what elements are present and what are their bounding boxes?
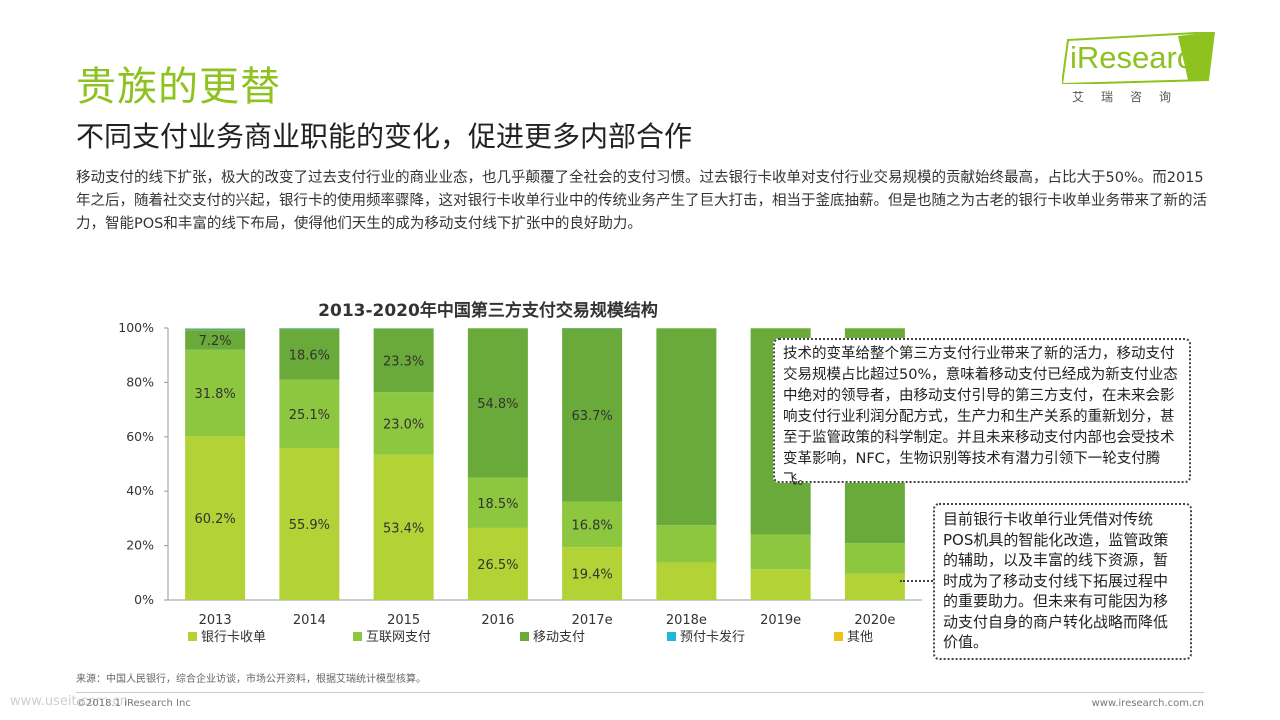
legend-label: 银行卡收单 bbox=[201, 630, 266, 645]
page-subtitle: 不同支付业务商业职能的变化，促进更多内部合作 bbox=[76, 120, 693, 153]
bar-segment bbox=[373, 392, 434, 455]
legend-label: 预付卡发行 bbox=[680, 629, 745, 645]
bar-segment bbox=[562, 328, 623, 502]
legend-swatch bbox=[667, 632, 676, 641]
bar-segment bbox=[373, 454, 434, 600]
bar-segment bbox=[467, 477, 528, 528]
bar-segment bbox=[656, 525, 717, 563]
bar-segment bbox=[185, 328, 246, 329]
bar-segment bbox=[844, 573, 905, 600]
bar-segment bbox=[373, 328, 434, 393]
logo-subtext: 艾瑞咨询 bbox=[1072, 90, 1189, 104]
legend-swatch bbox=[834, 632, 843, 641]
x-tick-label: 2017e bbox=[572, 613, 613, 628]
bar-segment bbox=[750, 534, 811, 570]
callout-bank-card: 目前银行卡收单行业凭借对传统POS机具的智能化改造，监管政策的辅助，以及丰富的线… bbox=[933, 503, 1192, 660]
x-tick-label: 2015 bbox=[387, 613, 420, 628]
bar-segment bbox=[562, 501, 623, 548]
x-tick-label: 2016 bbox=[481, 613, 514, 628]
callout-mobile-payment: 技术的变革给整个第三方支付行业带来了新的活力，移动支付交易规模占比超过50%，意… bbox=[773, 338, 1191, 488]
bar-data-label: 53.4% bbox=[383, 521, 424, 536]
y-tick-label: 80% bbox=[126, 374, 154, 389]
logo-text: iResearch bbox=[1070, 40, 1210, 75]
bar-data-label: 23.0% bbox=[383, 417, 424, 432]
bar-data-label: 18.6% bbox=[289, 348, 330, 363]
iresearch-logo: iResearch 艾瑞咨询 bbox=[1062, 32, 1218, 106]
bar-segment bbox=[562, 547, 623, 600]
chart-title: 2013-2020年中国第三方支付交易规模结构 bbox=[318, 301, 658, 321]
page-title: 贵族的更替 bbox=[76, 64, 281, 110]
x-tick-label: 2018e bbox=[666, 613, 707, 628]
legend-swatch bbox=[353, 632, 362, 641]
bar-segment bbox=[279, 379, 340, 448]
y-tick-label: 20% bbox=[126, 538, 154, 553]
x-tick-label: 2013 bbox=[199, 613, 232, 628]
logo-badge-icon bbox=[1062, 32, 1216, 84]
bar-data-label: 31.8% bbox=[194, 387, 235, 402]
bar-segment bbox=[656, 562, 717, 600]
legend-label: 其他 bbox=[847, 630, 873, 645]
bar-data-label: 23.3% bbox=[383, 355, 424, 370]
legend-swatch bbox=[188, 632, 197, 641]
bar-data-label: 54.8% bbox=[477, 397, 518, 412]
bar-data-label: 7.2% bbox=[199, 334, 232, 349]
bar-segment bbox=[467, 527, 528, 600]
bar-segment bbox=[279, 328, 340, 330]
bar-segment bbox=[279, 329, 340, 380]
legend-label: 移动支付 bbox=[533, 630, 585, 645]
y-tick-label: 0% bbox=[134, 592, 154, 607]
bar-segment bbox=[373, 328, 434, 329]
x-tick-label: 2019e bbox=[760, 613, 801, 628]
bar-data-label: 19.4% bbox=[571, 568, 612, 583]
bar-segment bbox=[185, 349, 246, 437]
y-tick-label: 40% bbox=[126, 483, 154, 498]
copyright: ©2018.1 iResearch Inc bbox=[76, 698, 191, 709]
bar-segment bbox=[279, 447, 340, 600]
x-tick-label: 2020e bbox=[854, 613, 895, 628]
y-tick-label: 100% bbox=[118, 320, 154, 335]
y-tick-label: 60% bbox=[126, 429, 154, 444]
bar-segment bbox=[467, 328, 528, 478]
bar-data-label: 55.9% bbox=[289, 518, 330, 533]
bar-segment bbox=[185, 328, 246, 331]
bar-data-label: 60.2% bbox=[194, 512, 235, 527]
bar-data-label: 63.7% bbox=[571, 409, 612, 424]
x-tick-label: 2014 bbox=[293, 613, 326, 628]
bar-segment bbox=[185, 436, 246, 600]
source-note: 来源：中国人民银行，综合企业访谈，市场公开资料，根据艾瑞统计模型核算。 bbox=[76, 674, 426, 685]
bar-segment bbox=[185, 330, 246, 350]
footer-divider bbox=[76, 692, 1204, 693]
bar-segment bbox=[750, 569, 811, 600]
bar-segment bbox=[656, 328, 717, 526]
website: www.iresearch.com.cn bbox=[1091, 698, 1204, 709]
bar-segment bbox=[844, 543, 905, 574]
bar-data-label: 26.5% bbox=[477, 558, 518, 573]
bar-data-label: 16.8% bbox=[571, 518, 612, 533]
legend-label: 互联网支付 bbox=[366, 630, 431, 645]
watermark: www.useit.com.cn bbox=[10, 694, 128, 709]
callout-connector bbox=[900, 580, 933, 582]
legend-swatch bbox=[520, 632, 529, 641]
intro-paragraph: 移动支付的线下扩张，极大的改变了过去支付行业的商业业态，也几乎颠覆了全社会的支付… bbox=[76, 170, 1207, 232]
bar-data-label: 18.5% bbox=[477, 497, 518, 512]
bar-data-label: 25.1% bbox=[289, 408, 330, 423]
